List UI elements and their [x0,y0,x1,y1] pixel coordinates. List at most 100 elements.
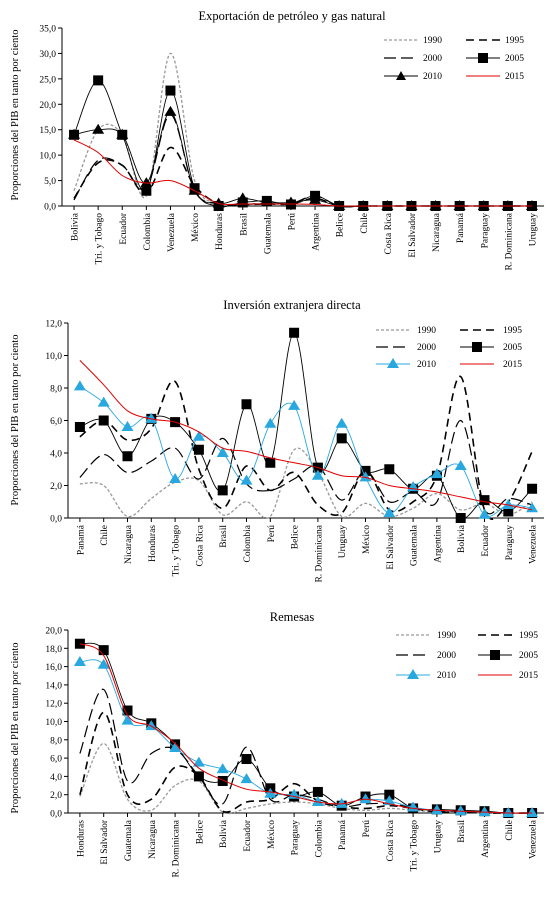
legend-label-2000: 2000 [417,343,436,353]
x-tick-label: Venezuela [529,524,539,564]
x-tick-label: Guatemala [410,524,420,566]
x-tick-label: Nicaragua [432,212,442,252]
legend-label-1995: 1995 [505,36,524,46]
y-tick-label: 0,0 [50,515,62,525]
x-tick-label: Nicaragua [148,819,158,859]
data-point-2005 [265,457,276,468]
y-tick-label: 4,0 [50,450,62,460]
legend-label-1995: 1995 [503,326,522,336]
data-point-2010 [192,756,205,767]
data-point-2005 [217,775,228,786]
y-tick-label: 6,0 [50,417,62,427]
x-tick-label: Uruguay [433,820,443,853]
series-line-1990 [79,447,533,519]
y-tick-label: 12,0 [45,320,62,330]
data-point-2010 [116,128,129,139]
data-point-2005 [122,705,133,716]
data-point-2010 [453,200,466,210]
x-tick-label: Chile [100,525,110,546]
data-point-2010 [311,796,324,807]
y-tick-label: 4,0 [50,773,62,783]
y-tick-label: 8,0 [50,736,62,746]
data-point-2010 [97,396,110,407]
data-point-2010 [359,793,372,804]
legend-label-2010: 2010 [417,360,436,370]
series-line-2015 [79,360,533,511]
x-tick-label: Bolivia [457,524,467,553]
x-tick-label: Tri. y Tobago [172,525,182,577]
data-point-2005 [384,789,395,800]
data-point-2005 [165,85,176,96]
x-tick-label: Colombia [314,819,324,857]
data-point-2010 [236,192,249,203]
y-tick-label: 30,0 [39,50,56,60]
data-point-2010 [502,499,515,509]
y-tick-label: 25,0 [39,75,56,85]
x-tick-label: Tri. y Tobago [95,213,105,265]
x-tick-label: Argentina [312,212,322,251]
data-point-2005 [217,485,228,496]
x-tick-label: Bolivia [219,819,229,848]
x-tick-label: Panamá [76,524,86,555]
x-tick-label: R. Dominicana [314,524,324,582]
data-point-2010 [357,200,370,210]
data-point-2010 [429,200,442,210]
data-point-2010 [430,468,443,479]
data-point-2005 [336,433,347,444]
data-point-2010 [430,804,443,815]
data-point-2010 [212,197,225,208]
x-tick-label: El Salvador [386,524,396,569]
data-point-2010 [68,128,81,139]
legend-marker-2005 [478,53,488,63]
series-line-2000 [79,688,533,814]
chart-fdi: Inversión extranjera directa Proporcione… [10,298,544,583]
series-line-2015 [79,643,533,814]
legend-label-2010: 2010 [423,72,442,82]
data-point-2010 [169,473,182,483]
data-point-2010 [335,417,348,428]
data-point-2010 [383,795,396,806]
data-point-2010 [501,200,514,210]
legend-label-2005: 2005 [503,343,522,353]
y-tick-label: 14,0 [45,681,62,691]
data-point-2010 [383,507,396,518]
y-tick-label: 18,0 [45,645,62,655]
x-tick-label: Venezuela [167,212,177,252]
x-tick-label: Nicaragua [124,524,134,564]
data-point-2010 [73,656,86,667]
data-point-2005 [289,327,300,338]
y-tick-label: 6,0 [50,755,62,765]
x-tick-label: Brasil [239,213,249,236]
data-point-2010 [405,200,418,210]
legend-label-2015: 2015 [505,72,524,82]
legend-label-2010: 2010 [437,671,456,681]
data-point-2005 [237,197,248,208]
data-point-2010 [454,460,467,470]
data-point-2010 [121,421,134,431]
y-tick-label: 2,0 [50,482,62,492]
data-point-2005 [141,185,152,196]
data-point-2010 [309,193,322,204]
x-tick-label: Perú [287,213,297,231]
chart-oil-gas-exports: Exportación de petróleo y gas natural Pr… [10,9,544,271]
data-point-2005 [455,513,466,523]
chart-title: Inversión extranjera directa [223,298,361,312]
x-tick-label: El Salvador [408,212,418,257]
x-tick-label: Uruguay [528,213,538,246]
data-point-2005 [312,786,323,797]
data-point-2005 [527,483,538,494]
data-point-2010 [169,742,182,753]
legend-label-2005: 2005 [505,54,524,64]
data-point-2010 [477,200,490,210]
legend-marker-2010 [387,358,399,368]
x-tick-label: Costa Rica [195,524,205,566]
x-tick-label: Argentina [481,819,491,858]
y-tick-label: 8,0 [50,385,62,395]
y-tick-label: 10,0 [45,718,62,728]
y-tick-label: 10,0 [45,352,62,362]
data-point-2010 [92,123,105,134]
x-tick-label: Guatemala [124,819,134,861]
data-point-2005 [503,506,514,517]
data-point-2010 [478,806,491,817]
